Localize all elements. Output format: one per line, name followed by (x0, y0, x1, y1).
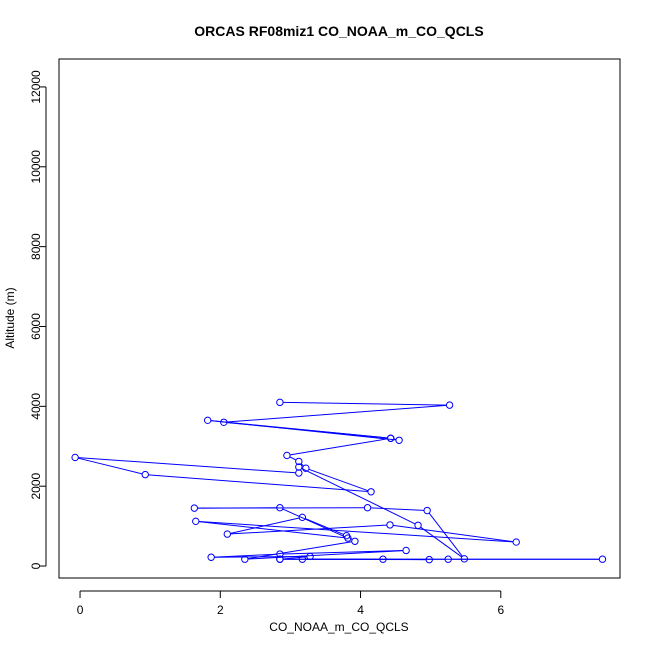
y-tick-label: 6000 (29, 313, 43, 340)
data-point (445, 401, 454, 409)
series-segment (283, 556, 307, 560)
data-point (367, 488, 375, 496)
series-segment (148, 474, 368, 493)
y-axis-label: Altitude (m) (3, 287, 17, 348)
series-segment (210, 420, 396, 441)
series-segment (230, 517, 300, 534)
data-point (241, 555, 249, 563)
chart-title: ORCAS RF08miz1 CO_NOAA_m_CO_QCLS (194, 23, 483, 39)
y-tick-label: 10000 (29, 150, 43, 184)
data-point (220, 418, 228, 426)
data-point (298, 555, 307, 563)
data-point (444, 555, 452, 563)
data-point (342, 531, 351, 540)
data-point (203, 416, 212, 425)
y-tick-label: 2000 (29, 473, 43, 500)
plot-frame (58, 58, 621, 579)
data-point (598, 555, 607, 563)
series-segment (305, 518, 344, 535)
data-point (192, 517, 200, 526)
series-segment (308, 468, 369, 492)
data-point (276, 504, 284, 512)
data-point (423, 506, 431, 515)
data-point (306, 552, 314, 561)
x-tick-label: 0 (77, 603, 84, 617)
series-segment (301, 467, 416, 525)
series-segment (428, 512, 463, 557)
x-axis: 0 2 4 6 (77, 590, 504, 617)
series-segment (370, 507, 424, 511)
data-point (276, 398, 284, 407)
series-segment (300, 463, 304, 467)
data-point (276, 555, 284, 563)
data-point (379, 555, 387, 563)
data-point (395, 436, 403, 444)
series-segment (247, 541, 352, 560)
y-tick-label: 12000 (29, 70, 43, 104)
data-point (223, 530, 232, 538)
series-segment (289, 438, 388, 456)
series-segment (214, 555, 307, 558)
data-point (207, 553, 215, 561)
data-point (302, 464, 310, 472)
data-point (386, 521, 394, 529)
data-point (460, 555, 469, 563)
data-point (190, 504, 199, 512)
data-point (295, 457, 303, 466)
series-segment (283, 550, 403, 555)
series-segment (198, 521, 345, 539)
series-segment (283, 401, 447, 406)
series-segment (226, 404, 447, 423)
data-point (402, 546, 410, 555)
data-point (512, 538, 520, 546)
series-segment (78, 457, 143, 475)
y-tick-label: 0 (29, 562, 43, 569)
x-tick-label: 2 (217, 603, 224, 617)
y-axis: 0 2000 4000 6000 8000 10000 12000 (29, 70, 47, 569)
data-point (141, 470, 149, 479)
data-point (351, 537, 359, 545)
series-segment (420, 526, 463, 558)
series-segment (289, 456, 297, 461)
series-layer (71, 398, 607, 564)
data-point (276, 550, 284, 558)
x-tick-label: 4 (357, 603, 364, 617)
series-segment (247, 550, 403, 560)
series-segment (230, 524, 387, 535)
data-point (414, 521, 422, 530)
data-point (71, 453, 79, 462)
x-tick-label: 6 (497, 603, 504, 617)
data-point (295, 463, 303, 471)
data-point (298, 513, 307, 522)
y-tick-label: 4000 (29, 393, 43, 420)
y-tick-label: 8000 (29, 233, 43, 260)
series-segment (393, 524, 514, 543)
data-point (283, 451, 291, 460)
x-axis-label: CO_NOAA_m_CO_QCLS (269, 620, 408, 634)
series-segment (282, 508, 346, 538)
data-point (386, 434, 395, 442)
series-segment (78, 457, 296, 474)
series-segment (198, 521, 514, 543)
data-point (363, 504, 372, 512)
data-point (425, 555, 433, 564)
